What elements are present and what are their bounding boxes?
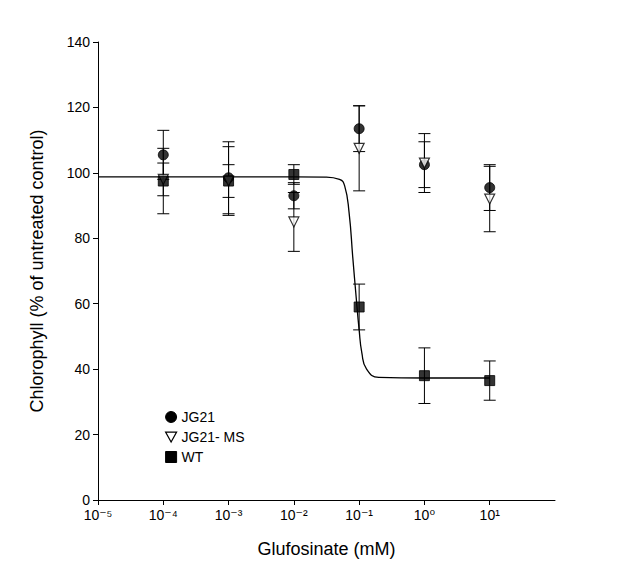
svg-text:120: 120 <box>67 99 91 115</box>
svg-text:10⁻³: 10⁻³ <box>215 507 243 523</box>
svg-text:10⁻¹: 10⁻¹ <box>345 507 373 523</box>
svg-text:20: 20 <box>74 427 90 443</box>
svg-text:60: 60 <box>74 296 90 312</box>
svg-text:0: 0 <box>82 492 90 508</box>
svg-text:10⁻⁵: 10⁻⁵ <box>84 507 113 523</box>
svg-text:100: 100 <box>67 165 91 181</box>
svg-text:140: 140 <box>67 34 91 50</box>
svg-text:Glufosinate (mM): Glufosinate (mM) <box>257 539 395 559</box>
svg-text:Chlorophyll (% of untreated co: Chlorophyll (% of untreated control) <box>27 129 47 412</box>
svg-text:10¹: 10¹ <box>480 507 501 523</box>
svg-text:40: 40 <box>74 361 90 377</box>
svg-text:10⁻⁴: 10⁻⁴ <box>149 507 178 523</box>
svg-text:80: 80 <box>74 230 90 246</box>
svg-text:JG21- MS: JG21- MS <box>182 429 245 445</box>
svg-text:WT: WT <box>182 449 204 465</box>
svg-text:JG21: JG21 <box>182 409 216 425</box>
svg-text:10⁻²: 10⁻² <box>280 507 308 523</box>
svg-text:10⁰: 10⁰ <box>414 507 436 523</box>
